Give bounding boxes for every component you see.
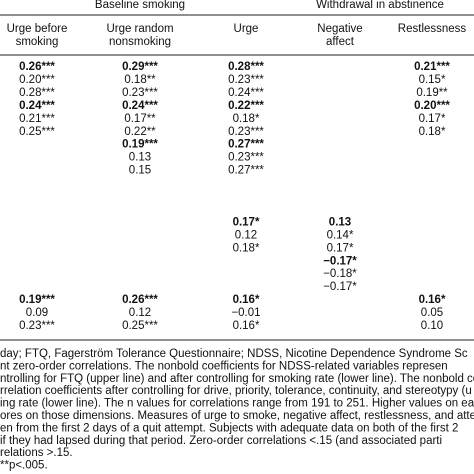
cell: −0.17* <box>323 255 357 267</box>
cell: 0.23*** <box>228 126 264 138</box>
cell: 0.28*** <box>19 87 55 99</box>
cell: 0.12 <box>129 307 151 319</box>
cell: 0.27*** <box>228 165 264 177</box>
column-header: Urge before <box>7 23 68 35</box>
cell: 0.28*** <box>228 61 264 73</box>
column-header: affect <box>326 36 355 48</box>
footnote: ing rate (lower line). The n values for … <box>0 398 474 410</box>
cell: 0.23*** <box>122 87 158 99</box>
cell: 0.22*** <box>228 100 264 112</box>
column-header: Restlessness <box>398 23 467 35</box>
cell: 0.27*** <box>228 139 264 151</box>
footnote: en from the first 2 days of a quit attem… <box>0 422 458 434</box>
footnote: **p<.005. <box>0 460 48 472</box>
cell: 0.24*** <box>228 87 264 99</box>
cell: 0.20*** <box>19 74 55 86</box>
cell: 0.19*** <box>19 294 55 306</box>
cell: −0.18* <box>323 268 357 280</box>
cell: 0.24*** <box>122 100 158 112</box>
cell: 0.17** <box>124 113 156 125</box>
cell: 0.13 <box>329 216 351 228</box>
cell: 0.29*** <box>122 61 158 73</box>
cell: 0.18* <box>419 126 446 138</box>
column-header: Urge <box>234 23 259 35</box>
cell: 0.12 <box>235 229 257 241</box>
cell: 0.17* <box>233 216 260 228</box>
cell: −0.01 <box>231 307 260 319</box>
cell: −0.17* <box>323 281 357 293</box>
cell: 0.18* <box>233 242 260 254</box>
footnote: ntrolling for FTQ (upper line) and after… <box>0 373 474 385</box>
cell: 0.26*** <box>19 61 55 73</box>
cell: 0.18* <box>233 113 260 125</box>
cell: 0.20*** <box>414 100 450 112</box>
cell: 0.14* <box>327 229 354 241</box>
cell: 0.13 <box>129 152 151 164</box>
footnote: ores on those dimensions. Measures of ur… <box>0 410 474 422</box>
footnote: relations >.15. <box>0 447 73 459</box>
cell: 0.16* <box>233 294 260 306</box>
cell: 0.21*** <box>414 61 450 73</box>
cell: 0.17* <box>327 242 354 254</box>
column-header: nonsmoking <box>109 36 171 48</box>
footnote: if they had lapsed during that period. Z… <box>0 435 442 447</box>
footnote: day; FTQ, Fagerström Tolerance Questionn… <box>0 348 468 360</box>
cell: 0.15 <box>129 165 151 177</box>
column-header: Urge random <box>106 23 173 35</box>
cell: 0.18** <box>124 74 156 86</box>
cell: 0.10 <box>421 320 443 332</box>
cell: 0.25*** <box>122 320 158 332</box>
cell: 0.23*** <box>228 74 264 86</box>
cell: 0.05 <box>421 307 443 319</box>
footnote: nt zero-order correlations. The nonbold … <box>0 360 448 372</box>
cell: 0.16* <box>233 320 260 332</box>
cell: 0.15* <box>419 74 446 86</box>
group-header: Baseline smoking <box>95 0 185 11</box>
cell: 0.09 <box>26 307 48 319</box>
cell: 0.25*** <box>19 126 55 138</box>
cell: 0.23*** <box>19 320 55 332</box>
group-header: Withdrawal in abstinence <box>316 0 444 11</box>
cell: 0.16* <box>419 294 446 306</box>
column-header: Negative <box>317 23 362 35</box>
cell: 0.23*** <box>228 152 264 164</box>
cell: 0.17* <box>419 113 446 125</box>
cell: 0.19** <box>416 87 448 99</box>
footnote: rrelation coefficients after controlling… <box>0 385 472 397</box>
cell: 0.19*** <box>122 139 158 151</box>
column-header: smoking <box>16 36 59 48</box>
cell: 0.22** <box>124 126 156 138</box>
cell: 0.24*** <box>19 100 55 112</box>
cell: 0.21*** <box>19 113 55 125</box>
cell: 0.26*** <box>122 294 158 306</box>
